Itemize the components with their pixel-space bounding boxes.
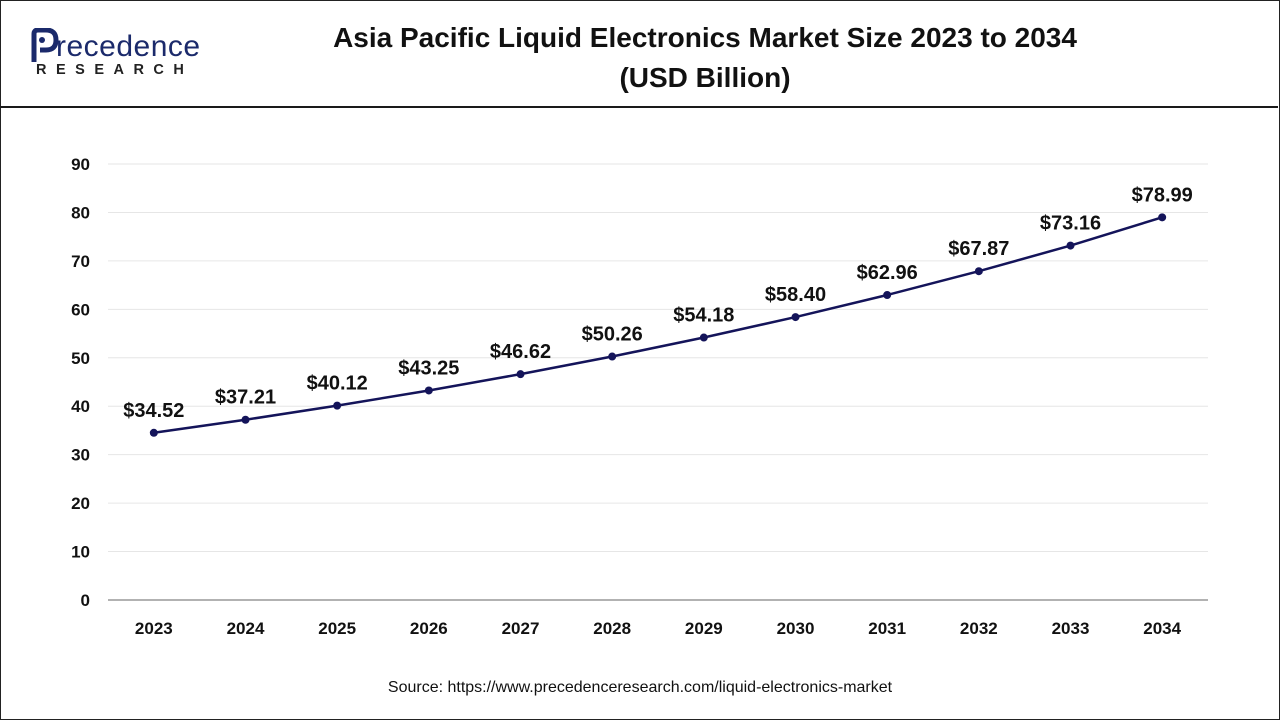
data-point [516,370,525,379]
data-label: $58.40 [765,284,826,306]
y-tick-label: 90 [71,155,90,174]
logo-p-icon [31,28,59,62]
data-label: $43.25 [398,357,459,379]
y-tick-label: 30 [71,446,90,465]
x-tick-label: 2029 [685,619,723,638]
x-tick-label: 2025 [318,619,356,638]
data-point [333,401,342,410]
data-point [699,333,708,342]
x-tick-label: 2030 [777,619,815,638]
data-label: $37.21 [215,387,276,409]
chart-title-line-1: Asia Pacific Liquid Electronics Market S… [333,22,1077,53]
x-tick-label: 2023 [135,619,173,638]
x-tick-label: 2034 [1143,619,1181,638]
data-point [883,290,892,299]
data-label: $73.16 [1040,213,1101,235]
data-label: $50.26 [582,324,643,346]
logo-subtitle: RESEARCH [36,62,194,78]
brand-logo: recedence RESEARCH [30,24,230,84]
data-label: $46.62 [490,341,551,363]
y-tick-label: 40 [71,397,90,416]
data-point [974,267,983,276]
data-label: $62.96 [857,262,918,284]
y-tick-label: 20 [71,494,90,513]
data-label: $67.87 [948,238,1009,260]
data-point [241,415,250,424]
y-tick-label: 70 [71,252,90,271]
data-point [608,352,617,361]
data-point [1158,213,1167,222]
y-tick-label: 50 [71,349,90,368]
x-tick-label: 2032 [960,619,998,638]
data-label: $54.18 [673,305,734,327]
source-note: Source: https://www.precedenceresearch.c… [387,679,893,696]
chart-title-line-2: (USD Billion) [619,62,791,93]
data-label: $40.12 [307,373,368,395]
data-label: $34.52 [123,400,184,422]
y-tick-label: 10 [71,543,90,562]
chart-title: Asia Pacific Liquid Electronics Market S… [290,18,1120,98]
x-tick-label: 2028 [593,619,631,638]
y-tick-label: 80 [71,203,90,222]
x-tick-label: 2024 [227,619,265,638]
header: recedence RESEARCH Asia Pacific Liquid E… [0,0,1278,108]
y-tick-label: 0 [81,591,90,610]
data-point [1066,241,1075,250]
data-point [149,428,158,437]
x-tick-label: 2027 [502,619,540,638]
logo-wordmark: recedence [56,30,201,63]
x-tick-label: 2031 [868,619,906,638]
y-tick-label: 60 [71,300,90,319]
x-tick-label: 2033 [1052,619,1090,638]
data-label: $78.99 [1132,184,1193,206]
data-point [424,386,433,395]
data-point [791,313,800,322]
series-line [153,216,1163,435]
x-tick-label: 2026 [410,619,448,638]
